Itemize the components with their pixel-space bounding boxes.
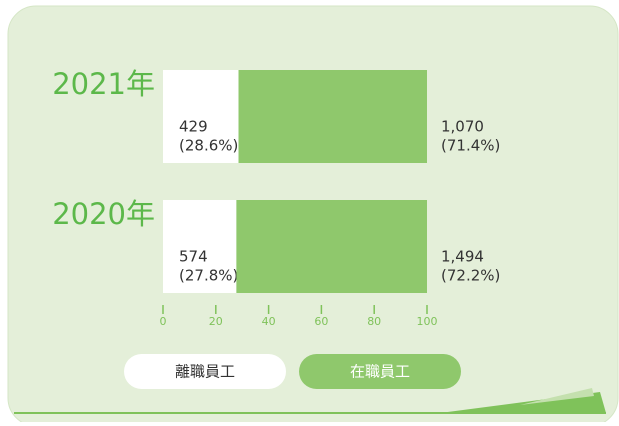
bar-segment: [163, 70, 239, 163]
corner-wedge-light: [520, 388, 594, 405]
bar-segment: [238, 70, 427, 163]
count-label: 1,070: [441, 118, 484, 136]
category-label: 2021年: [52, 67, 155, 101]
x-tick-label: 0: [160, 315, 167, 328]
x-tick-label: 20: [209, 315, 223, 328]
category-label: 2020年: [52, 197, 155, 231]
legend-pill[interactable]: [124, 354, 286, 389]
value-label: (72.2%): [441, 267, 500, 285]
bar-segment: [163, 200, 237, 293]
x-tick-label: 60: [314, 315, 328, 328]
legend-label: 在職員工: [350, 363, 410, 381]
value-label: (28.6%): [179, 137, 238, 155]
value-label: (71.4%): [441, 137, 500, 155]
value-label: (27.8%): [179, 267, 238, 285]
legend-pill[interactable]: [299, 354, 461, 389]
count-label: 1,494: [441, 248, 484, 266]
x-tick-label: 100: [417, 315, 438, 328]
count-label: 429: [179, 118, 208, 136]
bar-segment: [236, 200, 427, 293]
x-tick-label: 40: [262, 315, 276, 328]
count-label: 574: [179, 248, 208, 266]
legend-label: 離職員工: [175, 363, 235, 381]
x-tick-label: 80: [367, 315, 381, 328]
